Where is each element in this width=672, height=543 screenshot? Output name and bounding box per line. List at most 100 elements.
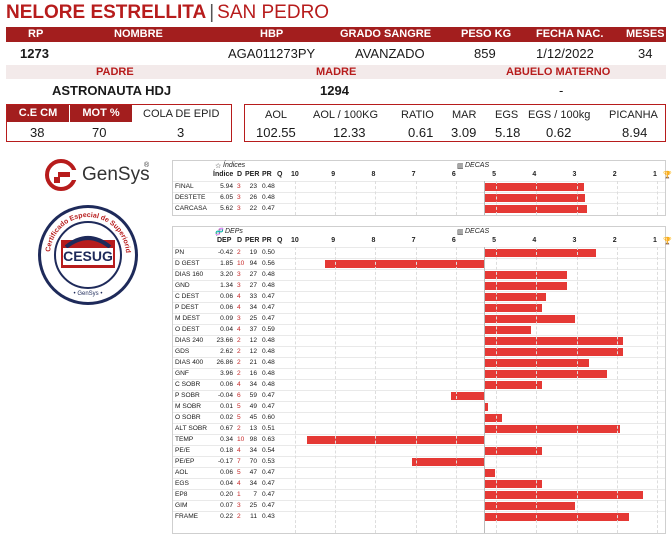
trait-precision: 0.54 — [262, 447, 275, 454]
table-row: GND 1.34 3 27 0.48 — [173, 280, 665, 290]
trait-decil: 5 — [237, 469, 241, 476]
lineage-header-row: PADRE MADRE ABUELO MATERNO — [6, 65, 666, 79]
trait-name: FINAL — [175, 183, 194, 190]
trait-precision: 0.47 — [262, 205, 275, 212]
trait-precision: 0.51 — [262, 425, 275, 432]
identity-header-row: RP NOMBRE HBP GRADO SANGRE PESO KG FECHA… — [6, 27, 666, 42]
trait-value: 1.34 — [220, 282, 233, 289]
mot-label: MOT % — [70, 105, 132, 122]
lineage-values-row: ASTRONAUTA HDJ 1294 - — [6, 81, 666, 100]
indices-column-header: Índice D PER PR Q — [173, 171, 665, 180]
col-q: Q — [277, 171, 283, 178]
fecha-value: 1/12/2022 — [536, 46, 594, 61]
carcass-box: AOL AOL / 100KG RATIO MAR EGS EGS / 100k… — [244, 104, 666, 142]
trait-percentil: 27 — [249, 282, 257, 289]
table-row: EP8 0.20 1 7 0.47 — [173, 489, 665, 499]
table-row: FINAL 5.94 3 23 0.48 — [173, 181, 665, 191]
trait-name: AOL — [175, 469, 189, 476]
egs-label: EGS — [495, 109, 519, 121]
gensys-mark-icon — [45, 159, 78, 191]
grid-line — [657, 247, 658, 533]
aol100-value: 12.33 — [333, 125, 366, 140]
trait-name: TEMP — [175, 436, 194, 443]
madre-label: MADRE — [316, 66, 357, 78]
trait-decil: 2 — [237, 249, 241, 256]
table-row: PE/EP -0.17 7 70 0.53 — [173, 456, 665, 466]
table-row: PE/E 0.18 4 34 0.54 — [173, 445, 665, 455]
trait-percentil: 47 — [249, 469, 257, 476]
abuelo-value: - — [559, 83, 564, 98]
trait-percentil: 98 — [249, 436, 257, 443]
trait-value: 0.22 — [220, 513, 233, 520]
rp-label: RP — [28, 28, 44, 40]
decas-chart-icon: ▥ — [457, 163, 464, 170]
trait-percentil: 34 — [249, 447, 257, 454]
trait-percentil: 27 — [249, 271, 257, 278]
trait-name: P SOBR — [175, 392, 200, 399]
indices-decas-title: DECAS — [465, 162, 490, 169]
trait-name: ALT SOBR — [175, 425, 208, 432]
decas-bar — [484, 480, 542, 488]
grid-line — [455, 247, 457, 533]
identity-values-row: 1273 AGA011273PY AVANZADO 859 1/12/2022 … — [6, 44, 666, 63]
gensys-wordmark: GenSys — [82, 164, 150, 185]
decas-chart-icon: ▥ — [457, 229, 464, 236]
trait-value: 0.06 — [220, 381, 233, 388]
trait-name: PE/EP — [175, 458, 195, 465]
meses-label: MESES — [626, 28, 665, 40]
trait-precision: 0.47 — [262, 392, 275, 399]
table-row: C DEST 0.06 4 33 0.47 — [173, 291, 665, 301]
grado-label: GRADO SANGRE — [340, 28, 432, 40]
decas-tick-label: 6 — [451, 171, 456, 178]
table-row: P DEST 0.06 4 34 0.47 — [173, 302, 665, 312]
decas-tick-label: 9 — [331, 237, 336, 244]
decas-bar — [484, 348, 624, 356]
table-row: GNF 3.96 2 16 0.48 — [173, 368, 665, 378]
trait-name: FRAME — [175, 513, 199, 520]
col-d: D — [237, 237, 243, 244]
decas-bar — [484, 370, 608, 378]
decas-tick-label: 7 — [411, 171, 416, 178]
trait-percentil: 34 — [249, 304, 257, 311]
trait-precision: 0.60 — [262, 414, 275, 421]
trait-value: 0.04 — [220, 326, 233, 333]
abuelo-label: ABUELO MATERNO — [506, 66, 611, 78]
hbp-value: AGA011273PY — [228, 46, 316, 61]
trait-value: 0.18 — [220, 447, 233, 454]
trait-value: 5.94 — [220, 183, 233, 190]
decas-bar — [484, 183, 584, 191]
table-row: D GEST 1.85 10 94 0.56 — [173, 258, 665, 268]
decas-bar — [484, 194, 586, 202]
trait-percentil: 16 — [249, 370, 257, 377]
trait-name: GDS — [175, 348, 190, 355]
grid-line — [335, 181, 337, 215]
trait-precision: 0.47 — [262, 480, 275, 487]
trait-decil: 4 — [237, 480, 241, 487]
egs100-value: 0.62 — [546, 125, 572, 140]
trait-precision: 0.48 — [262, 282, 275, 289]
decas-tick-label: 9 — [331, 171, 336, 178]
trait-value: 0.02 — [220, 414, 233, 421]
trait-value: 0.20 — [220, 491, 233, 498]
trait-value: 3.96 — [220, 370, 233, 377]
trait-percentil: 11 — [250, 513, 257, 520]
aol-value: 102.55 — [256, 125, 296, 140]
trait-name: EP8 — [175, 491, 188, 498]
trait-percentil: 59 — [249, 392, 257, 399]
cesug-text: CESUG — [63, 248, 113, 264]
trait-decil: 3 — [237, 282, 241, 289]
decas-bar — [484, 469, 495, 477]
padre-label: PADRE — [96, 66, 134, 78]
cola-label: COLA DE EPID — [143, 108, 220, 120]
indices-title-row: ☆ Índices ▥ DECAS — [173, 162, 665, 171]
trait-decil: 2 — [237, 370, 241, 377]
decas-tick-label: 6 — [451, 237, 456, 244]
grid-line — [295, 181, 296, 215]
trait-name: DIAS 240 — [175, 337, 204, 344]
trait-name: M SOBR — [175, 403, 202, 410]
reproductive-box: C.E CM MOT % COLA DE EPID 38 70 3 — [6, 104, 232, 142]
trait-precision: 0.47 — [262, 315, 275, 322]
table-row: TEMP 0.34 10 98 0.63 — [173, 434, 665, 444]
trait-value: 0.01 — [220, 403, 233, 410]
trait-value: 6.05 — [220, 194, 233, 201]
